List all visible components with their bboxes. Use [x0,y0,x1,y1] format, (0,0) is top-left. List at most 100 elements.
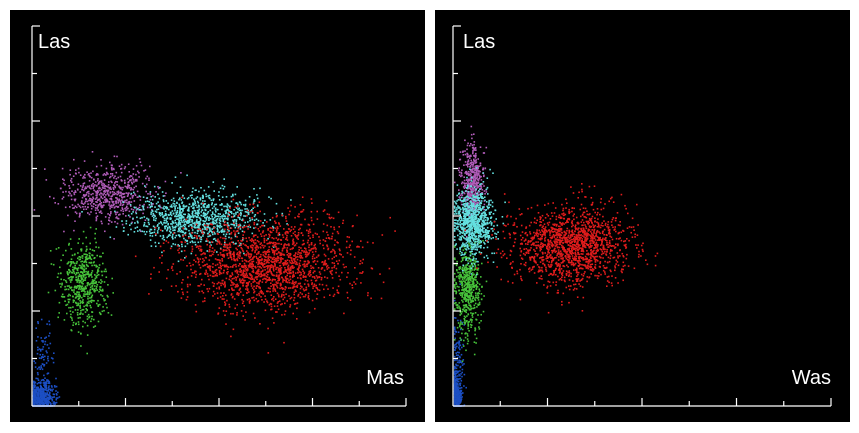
point [74,198,77,201]
point [460,396,462,399]
point [48,380,50,383]
point [88,316,90,319]
point [135,212,138,215]
point [309,231,312,233]
point [61,198,64,200]
point [175,222,177,224]
point [74,273,77,276]
point [233,259,236,262]
point [230,251,232,253]
point [238,263,241,265]
point [90,274,92,276]
point [165,218,168,220]
point [258,285,260,288]
point [80,312,82,314]
point [191,225,193,227]
point [85,260,87,263]
point [455,391,458,393]
point [319,239,321,242]
point [269,267,271,270]
point [359,260,362,262]
point [307,253,310,255]
point [457,401,459,403]
point [91,198,93,201]
point [216,208,218,211]
point [130,175,133,177]
point [149,199,152,201]
point [70,263,72,266]
point [115,202,117,205]
point [83,264,85,267]
point [214,203,216,206]
point [235,219,238,221]
point [315,297,318,300]
point [453,398,456,400]
point [293,254,295,257]
point [222,249,225,251]
point [85,236,87,239]
point [282,291,285,293]
point [272,229,275,231]
point [225,264,228,266]
point [288,270,290,272]
point [229,253,232,256]
point [210,199,213,202]
point [172,238,174,240]
point [45,395,47,397]
point [243,264,246,267]
point [166,221,168,223]
point [350,249,352,252]
point [199,218,202,220]
point [110,221,113,223]
point [289,230,291,233]
point [61,284,63,286]
point [67,277,70,280]
point [148,230,151,233]
point [65,304,67,306]
point [94,184,96,186]
point [117,200,119,202]
point [74,191,77,193]
point [48,320,50,323]
point [143,222,146,224]
point [86,282,89,285]
point [113,191,116,194]
point [82,289,85,292]
point [341,271,343,274]
point [312,253,315,256]
point [45,179,48,181]
point [249,277,251,280]
point [284,286,287,288]
point [157,205,160,207]
point [170,218,172,220]
scatter-plot-mas-svg: Las Mas [31,25,407,407]
point [223,178,225,180]
point [101,205,104,207]
point [84,177,86,179]
point [278,300,281,302]
point [93,179,95,181]
point [42,356,44,358]
point [238,250,241,253]
point [179,209,181,212]
point [258,241,260,243]
point [281,293,283,296]
point [236,283,239,286]
point [83,293,85,295]
point [218,281,220,284]
point [223,292,225,294]
point [218,199,221,201]
point [90,258,93,261]
point [107,284,109,286]
point [139,230,142,233]
point [90,172,92,174]
point [86,171,88,173]
point [205,240,207,242]
point [85,198,87,200]
point [306,229,308,232]
point [308,244,310,246]
point [351,287,354,289]
point [80,250,83,252]
point [132,179,135,181]
point [194,212,197,215]
